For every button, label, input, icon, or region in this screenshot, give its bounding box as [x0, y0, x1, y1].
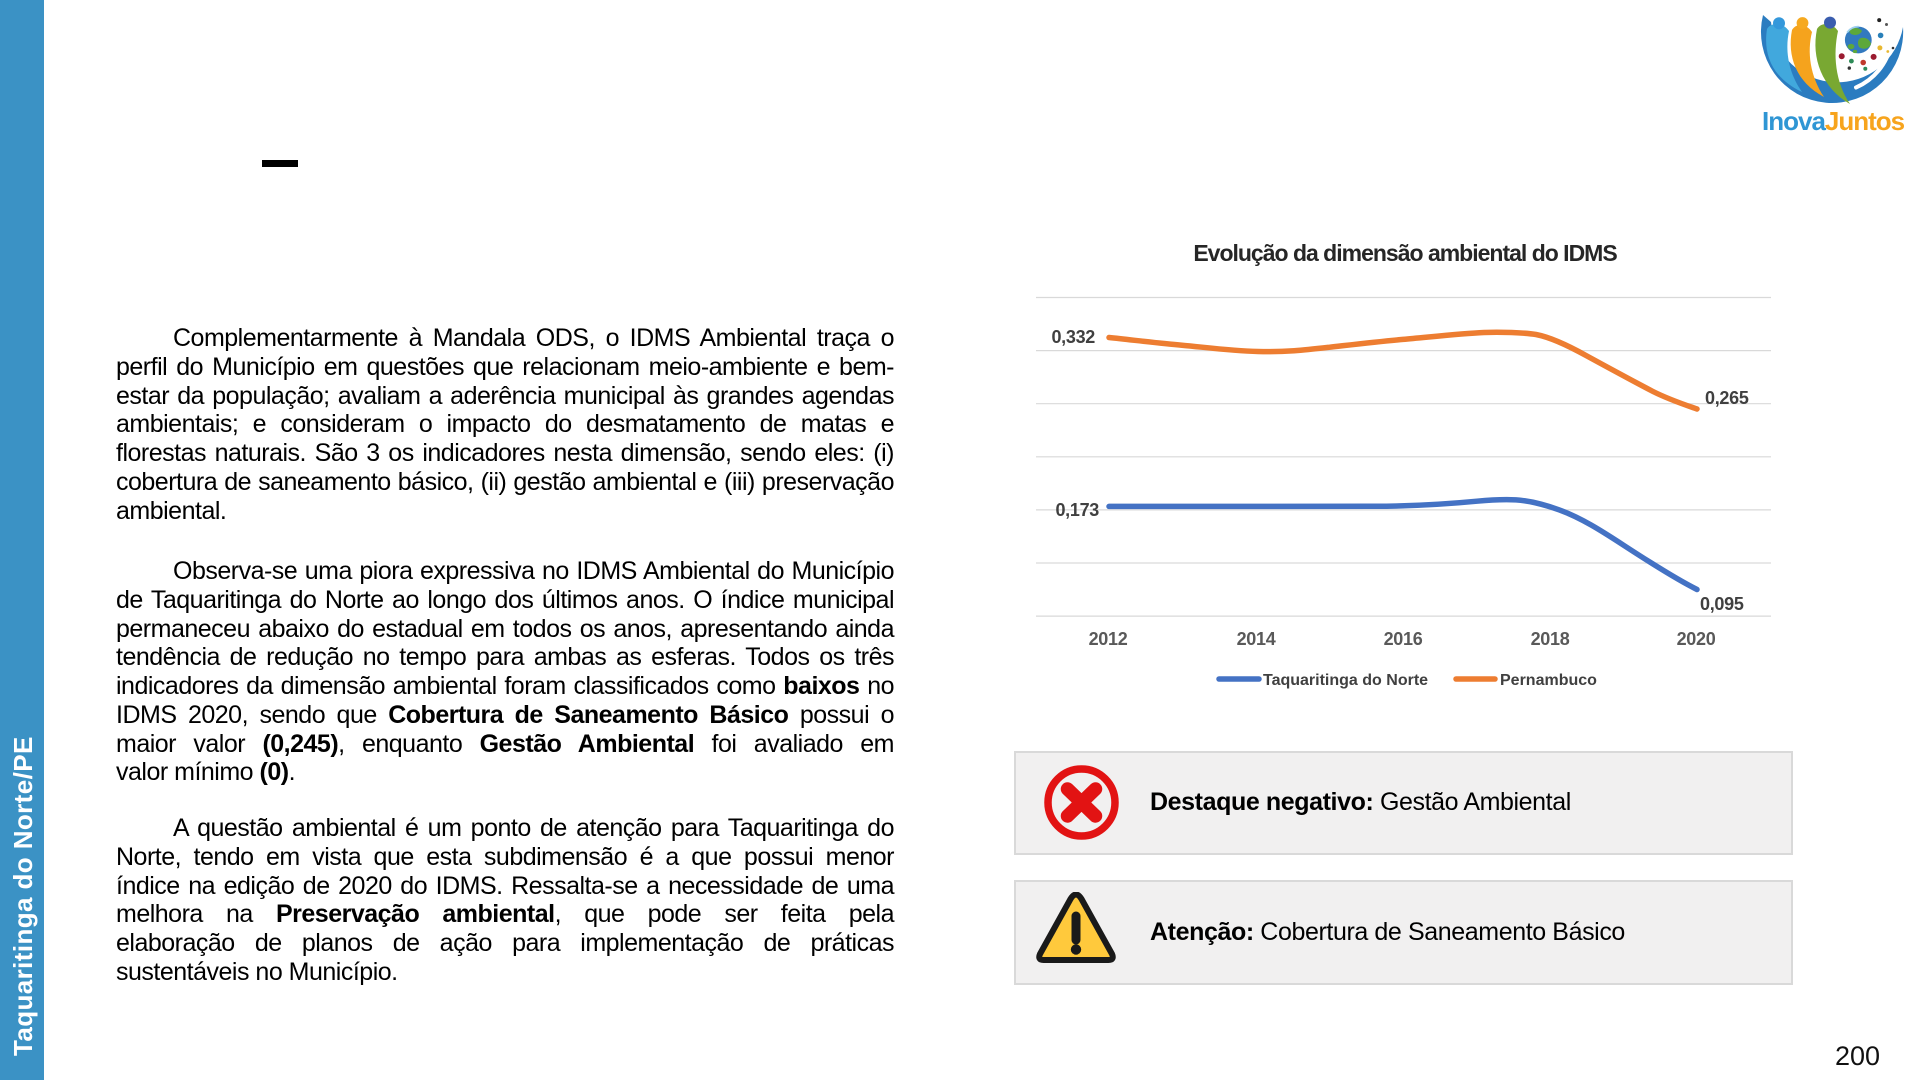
svg-text:0,332: 0,332 [1051, 327, 1095, 347]
svg-text:2014: 2014 [1237, 629, 1276, 649]
svg-text:2012: 2012 [1089, 629, 1128, 649]
svg-text:Evolução da dimensão ambiental: Evolução da dimensão ambiental do IDMS [1193, 240, 1617, 266]
svg-text:0,095: 0,095 [1700, 594, 1744, 614]
svg-text:Pernambuco: Pernambuco [1500, 672, 1597, 689]
svg-text:2016: 2016 [1384, 629, 1423, 649]
svg-text:Taquaritinga do Norte: Taquaritinga do Norte [1263, 672, 1428, 689]
svg-text:InovaJuntos: InovaJuntos [1762, 106, 1905, 136]
svg-text:2020: 2020 [1677, 629, 1716, 649]
svg-text:0,265: 0,265 [1705, 388, 1749, 408]
svg-text:0,173: 0,173 [1055, 500, 1099, 520]
svg-text:2018: 2018 [1531, 629, 1570, 649]
